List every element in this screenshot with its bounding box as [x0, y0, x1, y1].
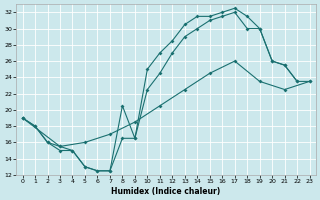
X-axis label: Humidex (Indice chaleur): Humidex (Indice chaleur) [111, 187, 221, 196]
